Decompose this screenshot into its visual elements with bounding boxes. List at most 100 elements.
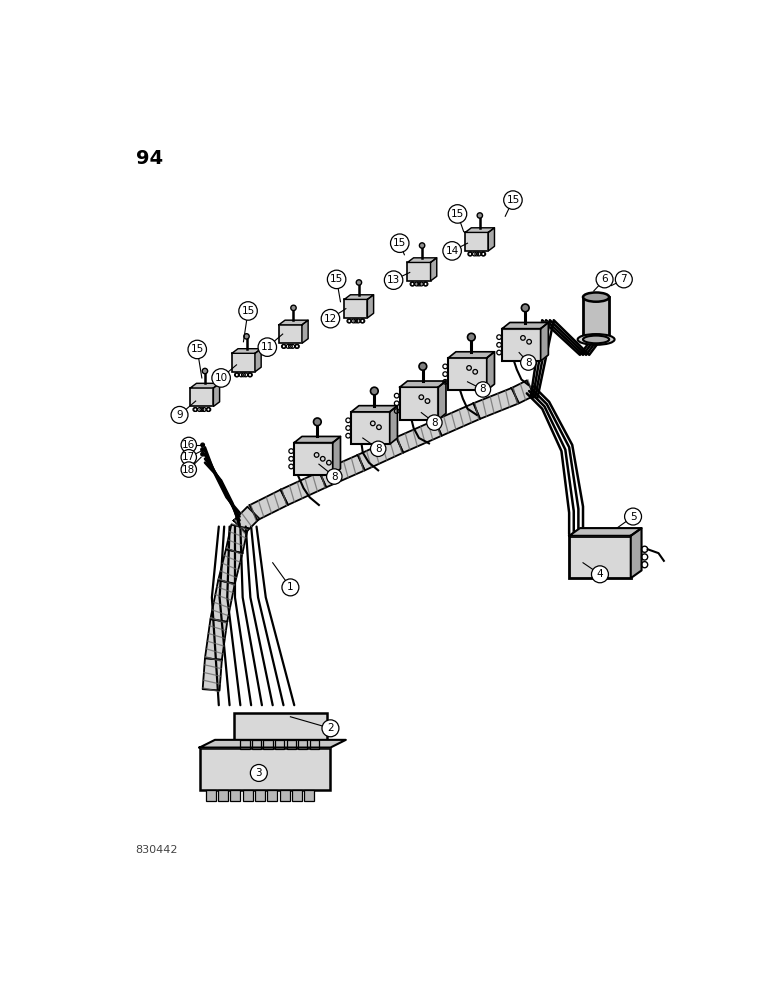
FancyBboxPatch shape [234,713,327,740]
FancyBboxPatch shape [465,232,488,251]
Polygon shape [569,528,641,536]
Polygon shape [351,406,398,412]
Circle shape [321,309,340,328]
Circle shape [200,443,204,447]
Polygon shape [190,383,220,388]
Polygon shape [631,528,641,578]
Polygon shape [281,472,326,505]
Text: 8: 8 [431,418,438,428]
Polygon shape [407,258,437,262]
Text: 7: 7 [621,274,627,284]
Polygon shape [250,490,288,520]
Polygon shape [214,383,220,406]
Circle shape [328,270,346,289]
Text: 14: 14 [445,246,459,256]
FancyBboxPatch shape [275,740,284,749]
FancyBboxPatch shape [200,748,331,790]
Ellipse shape [583,336,609,343]
Circle shape [420,243,425,248]
Circle shape [239,302,257,320]
Circle shape [181,462,197,477]
Text: 11: 11 [261,342,274,352]
Circle shape [370,441,386,456]
Text: 94: 94 [136,149,163,168]
Polygon shape [319,455,365,487]
Polygon shape [488,228,495,251]
FancyBboxPatch shape [310,740,319,749]
Polygon shape [233,507,260,533]
FancyBboxPatch shape [252,740,261,749]
Polygon shape [512,380,534,403]
Polygon shape [358,437,403,470]
Circle shape [475,382,491,397]
Text: 2: 2 [327,723,334,733]
Polygon shape [438,381,446,420]
FancyBboxPatch shape [240,740,250,749]
Text: 15: 15 [393,238,406,248]
Circle shape [327,469,342,484]
Polygon shape [294,436,340,443]
Polygon shape [390,406,398,444]
Polygon shape [448,352,495,358]
FancyBboxPatch shape [243,790,253,801]
FancyBboxPatch shape [298,740,307,749]
Circle shape [322,720,339,737]
Text: 8: 8 [480,384,486,394]
FancyBboxPatch shape [218,790,228,801]
Circle shape [200,452,204,456]
Text: 15: 15 [506,195,519,205]
Text: 9: 9 [176,410,183,420]
FancyBboxPatch shape [264,740,273,749]
Circle shape [370,387,378,395]
FancyBboxPatch shape [232,353,255,372]
Circle shape [200,448,204,451]
Polygon shape [218,549,243,584]
Circle shape [591,566,608,583]
Polygon shape [203,658,222,690]
Polygon shape [255,349,261,372]
Circle shape [181,450,197,465]
Circle shape [258,338,277,356]
Text: 12: 12 [324,314,337,324]
Polygon shape [434,403,480,436]
FancyBboxPatch shape [304,790,314,801]
Circle shape [385,271,402,289]
Circle shape [314,418,321,426]
Text: 15: 15 [242,306,255,316]
Circle shape [419,363,427,370]
Polygon shape [232,349,261,353]
Text: 15: 15 [330,274,343,284]
FancyBboxPatch shape [399,387,438,420]
Polygon shape [205,619,227,660]
Polygon shape [333,436,340,475]
Polygon shape [487,352,495,390]
Polygon shape [226,525,248,553]
FancyBboxPatch shape [255,790,265,801]
FancyBboxPatch shape [583,297,609,339]
Polygon shape [396,420,441,453]
FancyBboxPatch shape [569,536,631,578]
Circle shape [291,305,296,311]
Circle shape [467,333,475,341]
FancyBboxPatch shape [502,329,541,361]
Polygon shape [302,320,308,343]
Ellipse shape [583,292,609,302]
Text: 6: 6 [601,274,608,284]
Circle shape [427,415,442,430]
Text: 15: 15 [190,344,204,354]
Circle shape [615,271,633,288]
Polygon shape [211,580,235,622]
Circle shape [521,304,529,312]
FancyBboxPatch shape [292,790,302,801]
Polygon shape [473,388,519,419]
Text: 1: 1 [287,582,294,592]
Text: 17: 17 [183,452,196,462]
Text: 8: 8 [525,358,532,368]
Circle shape [356,280,362,285]
Text: 3: 3 [256,768,262,778]
Circle shape [188,340,207,359]
Text: 10: 10 [215,373,228,383]
Circle shape [282,579,299,596]
FancyBboxPatch shape [351,412,390,444]
Circle shape [244,334,250,339]
